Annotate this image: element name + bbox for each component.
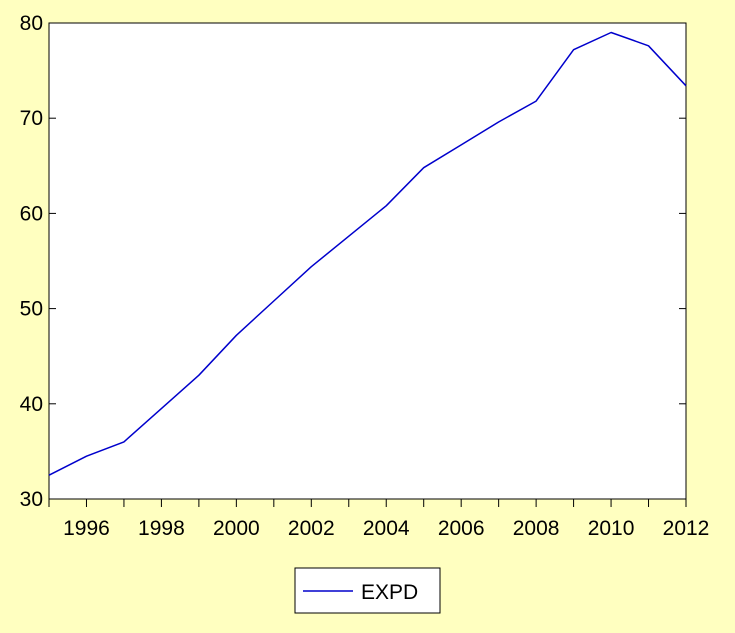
y-tick-label-60: 60 (20, 202, 43, 225)
x-tick-label-2002: 2002 (288, 517, 335, 540)
x-tick-label-1996: 1996 (63, 517, 110, 540)
x-tick-label-2010: 2010 (588, 517, 635, 540)
legend-box (294, 567, 441, 614)
x-tick-label-2004: 2004 (363, 517, 410, 540)
x-axis: 1996 1998 2000 2002 2004 2006 2008 2010 2012 (48, 499, 710, 540)
y-tick-label-50: 50 (20, 298, 43, 321)
x-tick-label-2012: 2012 (663, 517, 710, 540)
y-axis: 30 40 50 60 70 80 (20, 12, 686, 511)
x-tick-label-1998: 1998 (138, 517, 185, 540)
y-tick-label-40: 40 (20, 393, 43, 416)
y-tick-label-70: 70 (20, 107, 43, 130)
series-layer (48, 31, 687, 476)
y-tick-label-80: 80 (20, 12, 43, 35)
x-tick-label-2000: 2000 (213, 517, 260, 540)
legend-label-expd: EXPD (361, 581, 418, 604)
plot-area (48, 22, 687, 500)
legend: EXPD (294, 567, 441, 614)
series-line-expd (48, 31, 687, 476)
x-tick-label-2006: 2006 (438, 517, 485, 540)
x-tick-label-2008: 2008 (513, 517, 560, 540)
y-tick-label-30: 30 (20, 488, 43, 511)
